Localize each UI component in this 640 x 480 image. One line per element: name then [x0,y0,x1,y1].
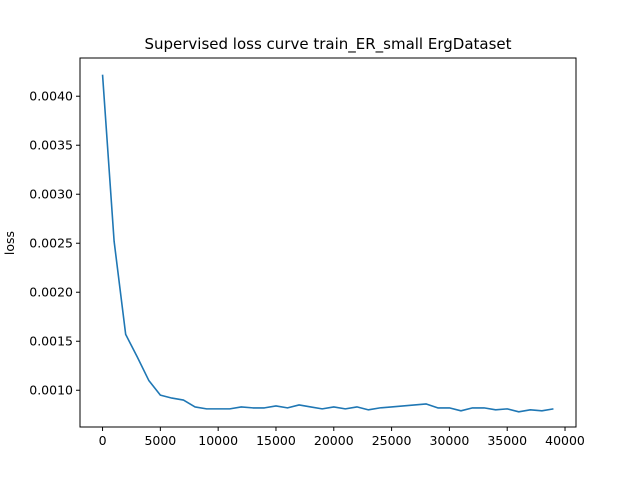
y-tick-label: 0.0010 [29,383,73,398]
y-axis: 0.0010 0.0015 0.0020 0.0025 0.0030 0.0035 0.00… [29,89,80,398]
chart-title: Supervised loss curve train_ER_small Erg… [144,35,511,54]
x-tick-label: 5000 [144,433,176,448]
x-tick-label: 40000 [545,433,585,448]
plot-area [80,58,576,427]
x-tick-label: 10000 [198,433,238,448]
x-tick-label: 20000 [314,433,354,448]
x-tick-label: 0 [99,433,107,448]
x-tick-label: 15000 [256,433,296,448]
x-tick-label: 35000 [487,433,527,448]
y-tick-label: 0.0035 [29,138,73,153]
plot-frame [79,57,577,428]
y-axis-label: loss [2,231,17,255]
y-tick-label: 0.0040 [29,89,73,104]
series-layer [101,74,554,413]
x-axis: 0 5000 10000 15000 20000 25000 30000 35000 40000 [99,427,585,448]
y-tick-label: 0.0025 [29,236,73,251]
series-line-0 [101,74,554,413]
x-tick-label: 25000 [372,433,412,448]
y-tick-label: 0.0020 [29,285,73,300]
y-tick-label: 0.0015 [29,334,73,349]
x-tick-label: 30000 [430,433,470,448]
y-tick-label: 0.0030 [29,187,73,202]
